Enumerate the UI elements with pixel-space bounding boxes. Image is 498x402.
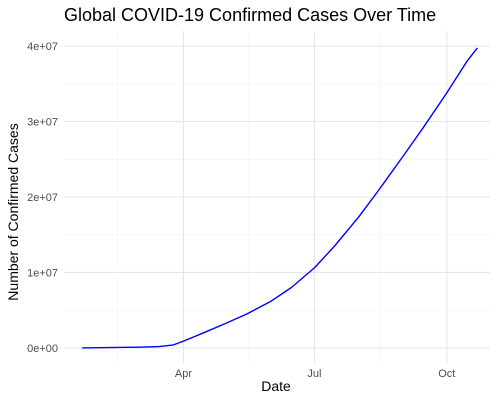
y-tick-label: 2e+07 (27, 192, 58, 204)
y-tick-label: 1e+07 (27, 267, 58, 279)
x-tick-label: Oct (438, 368, 455, 380)
confirmed-cases-line (82, 47, 478, 349)
y-tick-label: 0e+00 (27, 343, 58, 355)
x-tick-label: Apr (175, 368, 192, 380)
y-tick-label: 4e+07 (27, 41, 58, 53)
x-axis-title: Date (261, 378, 291, 394)
major-grid (64, 31, 490, 363)
x-axis-tick-labels: Apr Jul Oct (175, 368, 455, 380)
chart-title: Global COVID-19 Confirmed Cases Over Tim… (64, 5, 436, 25)
y-axis-title: Number of Confirmed Cases (5, 123, 21, 300)
y-axis-tick-labels: 0e+00 1e+07 2e+07 3e+07 4e+07 (27, 41, 58, 355)
y-tick-label: 3e+07 (27, 117, 58, 129)
x-tick-label: Jul (307, 368, 321, 380)
